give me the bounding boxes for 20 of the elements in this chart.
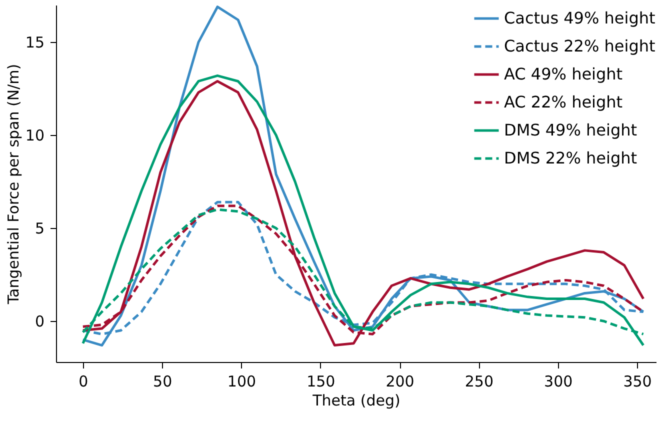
x-tick-label: 50 [153, 372, 172, 390]
legend-label: DMS 22% height [504, 148, 638, 168]
x-tick-label: 350 [623, 372, 652, 390]
x-tick-label: 300 [544, 372, 573, 390]
legend-label: Cactus 49% height [504, 8, 656, 28]
legend-label: AC 22% height [504, 92, 623, 112]
y-tick-label: 0 [34, 312, 44, 331]
legend-label: Cactus 22% height [504, 36, 656, 56]
x-tick-label: 250 [464, 372, 494, 390]
y-tick-label: 10 [25, 126, 44, 145]
x-tick-label: 150 [306, 372, 336, 390]
y-axis-title: Tangential Force per span (N/m) [4, 64, 22, 306]
y-tick-label: 5 [34, 220, 44, 238]
x-tick-label: 0 [78, 372, 88, 390]
x-tick-label: 100 [227, 372, 256, 390]
legend-label: DMS 49% height [504, 120, 638, 140]
y-tick-label: 15 [25, 34, 44, 52]
x-tick-label: 200 [386, 372, 414, 390]
x-axis-title: Theta (deg) [312, 392, 400, 410]
legend-label: AC 49% height [504, 64, 623, 84]
